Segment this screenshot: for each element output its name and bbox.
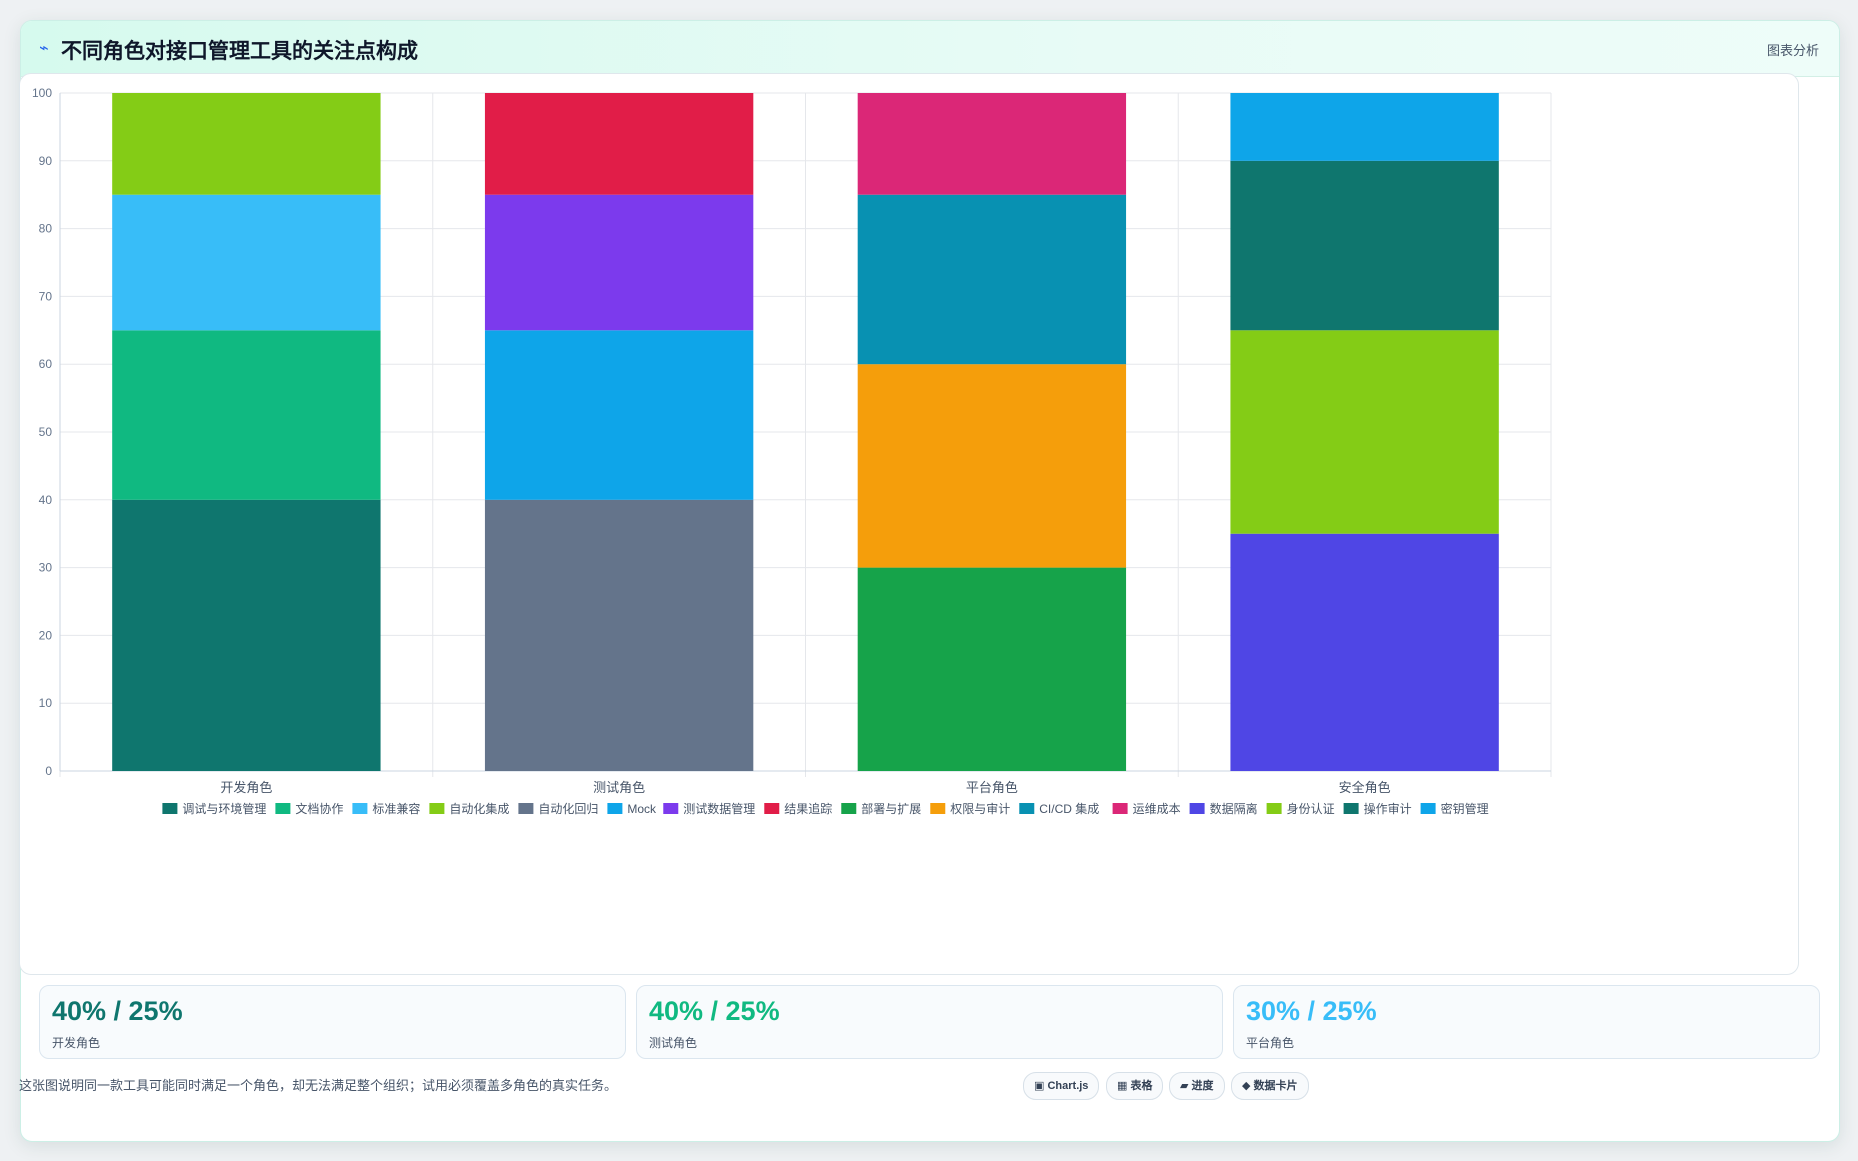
bar-segment	[857, 567, 1127, 771]
legend-swatch	[841, 803, 857, 814]
legend-label: 标准兼容	[372, 801, 420, 816]
bar-segment	[484, 93, 754, 195]
legend-label: 调试与环境管理	[182, 801, 266, 816]
x-tick-label: 安全角色	[1339, 780, 1391, 795]
stat-label: 开发角色	[52, 1036, 101, 1050]
legend-label: 测试数据管理	[683, 801, 755, 816]
legend-label: 权限与审计	[950, 801, 1010, 816]
stat-card-platform: 30% / 25% 平台角色	[1233, 985, 1820, 1059]
bar-segment	[484, 330, 754, 500]
pill-datacard[interactable]: ◆ 数据卡片	[1231, 1072, 1309, 1100]
stat-value: 30% / 25%	[1246, 996, 1377, 1026]
chart-panel: 0 10 20 30 40 50 60 70 80 90 100 开发角色 测试角色 平台角色 安全角色调试…	[19, 73, 1799, 975]
legend-swatch	[352, 803, 368, 814]
pill-table[interactable]: ▦ 表格	[1106, 1072, 1164, 1100]
bar-segment	[484, 499, 754, 771]
legend-swatch	[1266, 803, 1282, 814]
legend-swatch	[663, 803, 679, 814]
x-tick-label: 开发角色	[220, 780, 272, 795]
y-tick-label: 70	[39, 289, 53, 303]
y-tick-label: 40	[39, 493, 53, 507]
legend-label: 部署与扩展	[861, 801, 921, 816]
legend-swatch	[930, 803, 946, 814]
bar-segment	[1230, 330, 1499, 534]
legend-swatch	[1343, 803, 1359, 814]
pill-label: Chart.js	[1047, 1080, 1089, 1092]
datacard-icon: ◆	[1242, 1080, 1251, 1092]
stat-label: 平台角色	[1246, 1036, 1295, 1050]
legend-swatch	[1420, 803, 1436, 814]
legend-label: 自动化回归	[538, 802, 598, 816]
chart-logo-icon: ⌁	[39, 40, 49, 57]
bar-segment	[484, 194, 754, 331]
x-tick-label: 平台角色	[966, 780, 1018, 795]
bar-segment	[857, 93, 1127, 195]
bar-segment	[112, 194, 381, 331]
chart-icon: ▣	[1034, 1080, 1045, 1092]
stacked-bar-chart: 0 10 20 30 40 50 60 70 80 90 100 开发角色 测试角色 平台角色 安全角色调试…	[32, 86, 1552, 816]
legend-label: 操作审计	[1364, 801, 1412, 816]
legend-label: 自动化集成	[449, 801, 509, 816]
y-tick-label: 80	[39, 222, 53, 236]
progress-icon: ▰	[1180, 1080, 1189, 1092]
x-tick-label: 测试角色	[593, 780, 645, 795]
card-header: ⌁ 不同角色对接口管理工具的关注点构成 图表分析	[21, 21, 1839, 77]
y-tick-label: 60	[39, 357, 53, 371]
legend-swatch	[429, 803, 445, 814]
legend-swatch	[162, 803, 178, 814]
legend-label: Mock	[627, 802, 657, 816]
legend-swatch	[1019, 803, 1035, 814]
legend-swatch	[607, 803, 623, 814]
y-tick-label: 0	[45, 764, 52, 778]
stat-card-dev: 40% / 25% 开发角色	[39, 985, 626, 1059]
pill-chartjs[interactable]: ▣ Chart.js	[1023, 1072, 1100, 1100]
bar-segment	[1230, 160, 1499, 331]
legend-swatch	[518, 803, 534, 814]
pill-progress[interactable]: ▰ 进度	[1169, 1072, 1225, 1100]
chart-analysis-link[interactable]: 图表分析	[1766, 43, 1819, 58]
pill-label: 表格	[1130, 1080, 1153, 1092]
y-tick-label: 100	[32, 86, 52, 100]
legend-label: 数据隔离	[1210, 801, 1258, 816]
y-tick-label: 20	[39, 628, 53, 642]
bar-segment	[112, 330, 381, 500]
legend-label: 密钥管理	[1441, 801, 1489, 816]
stat-value: 40% / 25%	[52, 996, 183, 1026]
bar-segment	[1230, 93, 1499, 161]
y-tick-label: 10	[39, 696, 53, 710]
stat-card-test: 40% / 25% 测试角色	[636, 985, 1223, 1059]
bar-segment	[112, 93, 381, 195]
legend-label: 运维成本	[1133, 802, 1181, 816]
legend-swatch	[1189, 803, 1205, 814]
legend-label: 身份认证	[1287, 801, 1335, 816]
stat-label: 测试角色	[649, 1036, 698, 1050]
bar-segment	[857, 364, 1127, 568]
bar-segment	[112, 499, 381, 771]
legend-swatch	[275, 803, 291, 814]
y-tick-label: 30	[39, 561, 53, 575]
bar-segment	[857, 194, 1127, 365]
legend-label: 文档协作	[295, 801, 343, 816]
table-icon: ▦	[1117, 1080, 1128, 1092]
footer-note: 这张图说明同一款工具可能同时满足一个角色，却无法满足整个组织；试用必须覆盖多角色…	[19, 1078, 618, 1093]
y-tick-label: 90	[39, 154, 53, 168]
y-tick-label: 50	[39, 425, 53, 439]
chart-title: 不同角色对接口管理工具的关注点构成	[61, 40, 418, 63]
bar-segment	[1230, 533, 1499, 771]
stat-value: 40% / 25%	[649, 996, 780, 1026]
legend-swatch	[764, 803, 780, 814]
pill-label: 进度	[1191, 1080, 1214, 1092]
legend-swatch	[1112, 803, 1128, 814]
pill-label: 数据卡片	[1253, 1080, 1298, 1092]
legend-label: 结果追踪	[784, 801, 832, 816]
legend-label: CI/CD 集成	[1039, 801, 1099, 816]
